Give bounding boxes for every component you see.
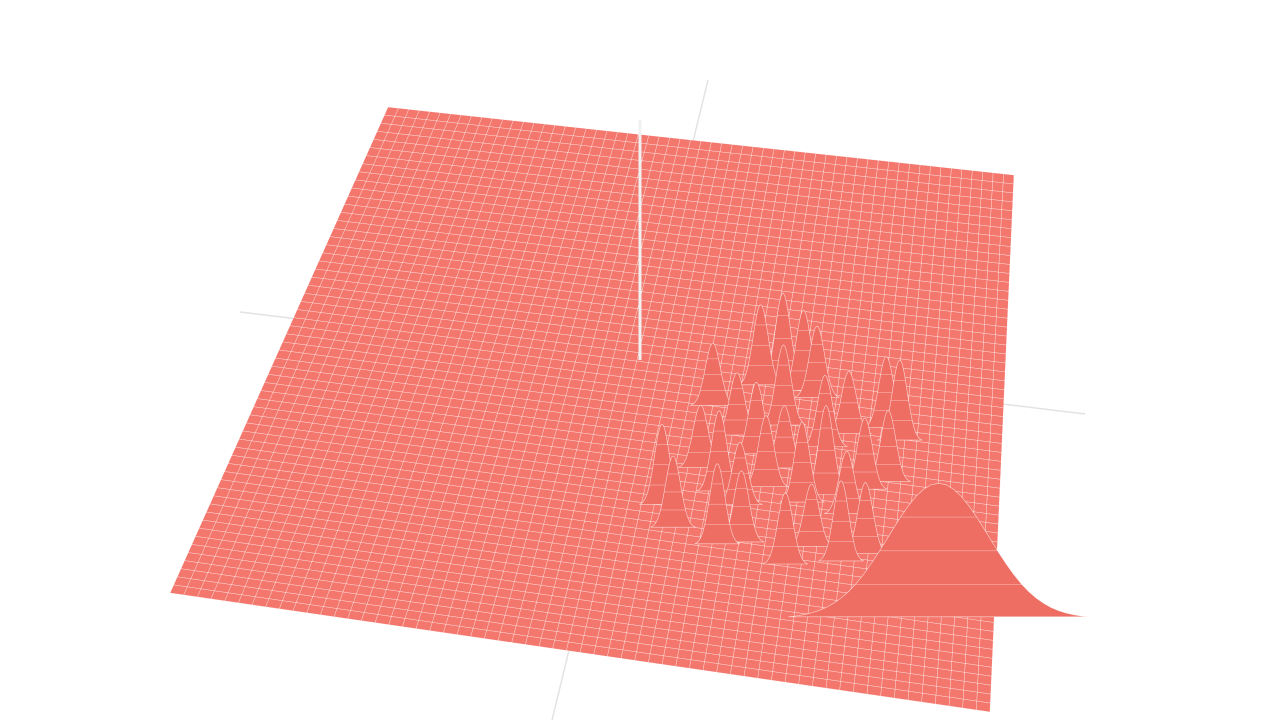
grid-line [188, 552, 993, 668]
peak [743, 415, 789, 487]
grid-line [976, 173, 1004, 711]
peak [762, 492, 809, 565]
peak [694, 463, 741, 545]
grid-line [169, 592, 991, 713]
grid-line [177, 576, 991, 695]
grid-line [173, 584, 991, 704]
peak [794, 325, 840, 398]
peak [779, 421, 825, 503]
grid-line [199, 527, 994, 641]
peak [788, 482, 1089, 618]
peak [690, 342, 736, 406]
peak [788, 483, 835, 547]
peak [760, 344, 807, 426]
grid-line [962, 172, 994, 709]
peak [650, 455, 696, 528]
grid-line [180, 568, 992, 686]
grid-line [191, 544, 993, 659]
grid-line [195, 536, 993, 650]
grid-line [989, 174, 1015, 713]
surface [169, 106, 1089, 713]
grid-line [184, 560, 992, 677]
peak [818, 480, 864, 562]
